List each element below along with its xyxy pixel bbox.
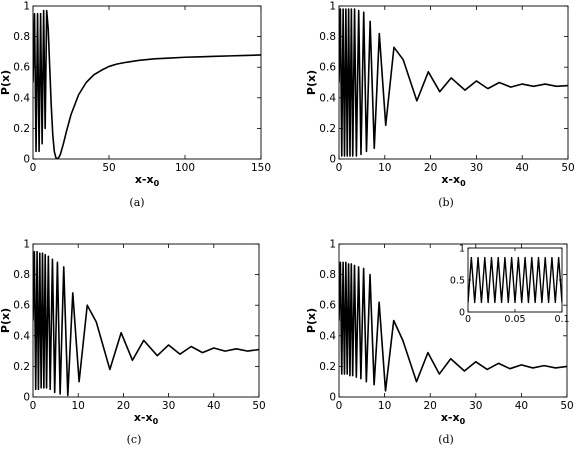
panel-a-series-line-0 <box>33 9 261 159</box>
panel-d-inset-xtick-label: 0.1 <box>554 314 569 325</box>
panel-d-inset-ytick-label: 0 <box>459 308 465 319</box>
panel-b-ytick-label: 0.8 <box>319 31 336 43</box>
panel-b-xtick-label: 20 <box>424 162 437 174</box>
panel-a-ytick-label: 0.2 <box>13 123 30 135</box>
panel-b-xtick-label: 50 <box>561 162 574 174</box>
panel-c-ytick-label: 0.4 <box>13 330 30 342</box>
panel-c-series-line-0 <box>33 250 259 397</box>
panel-d-ytick-label: 0 <box>329 392 336 404</box>
panel-d-ytick-label: 1 <box>329 239 336 251</box>
panel-b-ytick-label: 0.2 <box>319 123 336 135</box>
panel-d-caption: (d) <box>438 433 454 446</box>
panel-d-xtick-label: 30 <box>469 400 482 412</box>
panel-b-xtick-label: 0 <box>336 162 343 174</box>
panel-d-ytick-label: 0.6 <box>319 300 336 312</box>
panel-c-ytick-label: 1 <box>23 239 30 251</box>
panel-b-ytick-label: 1 <box>329 1 336 13</box>
panel-c-ylabel: P(x) <box>0 308 12 333</box>
panel-c-xtick-label: 0 <box>30 400 37 412</box>
panel-c-xtick-label: 50 <box>252 400 265 412</box>
panel-a-xtick-label: 150 <box>251 162 271 174</box>
panel-b-xtick-label: 10 <box>378 162 391 174</box>
panel-c: 0 10 20 30 40 50 0 0.2 0.4 0.6 0.8 1 x-x0 P(x) (c) <box>0 239 266 447</box>
panel-c-xlabel: x-x0 <box>134 411 159 426</box>
panel-a-ytick-label: 1 <box>23 1 30 13</box>
panel-d-ylabel: P(x) <box>305 308 318 333</box>
panel-a-ytick-label: 0.6 <box>13 62 30 74</box>
panel-d-inset: 0 0.05 0.1 0 0.5 1 <box>450 244 570 326</box>
panel-b-ytick-label: 0.6 <box>319 62 336 74</box>
panel-c-ytick-label: 0 <box>23 392 30 404</box>
panel-d-ytick-label: 0.2 <box>319 361 336 373</box>
panel-b-ytick-label: 0 <box>329 154 336 166</box>
panel-d-inset-ytick-label: 0.5 <box>450 276 465 287</box>
panel-a-xtick-label: 0 <box>30 162 37 174</box>
panel-c-ytick-label: 0.2 <box>13 361 30 373</box>
panel-d-inset-ytick-label: 1 <box>459 244 465 255</box>
panel-d-xtick-label: 10 <box>378 400 391 412</box>
panel-a-ylabel: P(x) <box>0 70 12 95</box>
panel-b: 0 10 20 30 40 50 0 0.2 0.4 0.6 0.8 1 x-x0 P(x) (b) <box>305 1 575 210</box>
panel-a-ytick-label: 0.8 <box>13 31 30 43</box>
panel-d-inset-xtick-label: 0.05 <box>504 314 525 325</box>
panel-d-ytick-label: 0.8 <box>319 269 336 281</box>
panel-a-ytick-label: 0.4 <box>13 92 30 104</box>
panel-c-caption: (c) <box>127 433 142 446</box>
panel-b-ylabel: P(x) <box>305 70 318 95</box>
panel-a: 0 50 100 150 0 0.2 0.4 0.6 0.8 1 x-x0 P(x) (a) <box>0 1 271 210</box>
panel-b-xtick-label: 40 <box>516 162 529 174</box>
panel-d-inset-xtick-label: 0 <box>465 314 471 325</box>
panel-c-xtick-label: 20 <box>117 400 130 412</box>
panel-b-ytick-label: 0.4 <box>319 92 336 104</box>
panel-b-xlabel: x-x0 <box>441 173 466 188</box>
panel-d-xlabel: x-x0 <box>441 411 466 426</box>
panel-d-xtick-label: 50 <box>560 400 573 412</box>
panel-c-xtick-label: 40 <box>207 400 220 412</box>
panel-a-plot-frame <box>32 5 262 160</box>
panel-b-xtick-label: 30 <box>470 162 483 174</box>
panel-d-xtick-label: 40 <box>515 400 528 412</box>
panel-d-series-line-0 <box>339 261 567 392</box>
panel-d-inset-series-line-0 <box>468 256 562 304</box>
panel-b-series-line-0 <box>339 8 568 157</box>
panel-c-ytick-label: 0.6 <box>13 300 30 312</box>
panel-c-xtick-label: 10 <box>72 400 85 412</box>
panel-d-xtick-label: 0 <box>336 400 343 412</box>
panel-c-ytick-label: 0.8 <box>13 269 30 281</box>
panel-b-caption: (b) <box>438 196 454 209</box>
panel-a-caption: (a) <box>129 196 144 209</box>
panel-c-xtick-label: 30 <box>162 400 175 412</box>
panel-d-ytick-label: 0.4 <box>319 330 336 342</box>
panel-a-ytick-label: 0 <box>23 154 30 166</box>
panel-a-xtick-label: 50 <box>102 162 115 174</box>
panel-d-xtick-label: 20 <box>424 400 437 412</box>
panel-a-xlabel: x-x0 <box>135 173 160 188</box>
panel-a-xtick-label: 100 <box>175 162 195 174</box>
